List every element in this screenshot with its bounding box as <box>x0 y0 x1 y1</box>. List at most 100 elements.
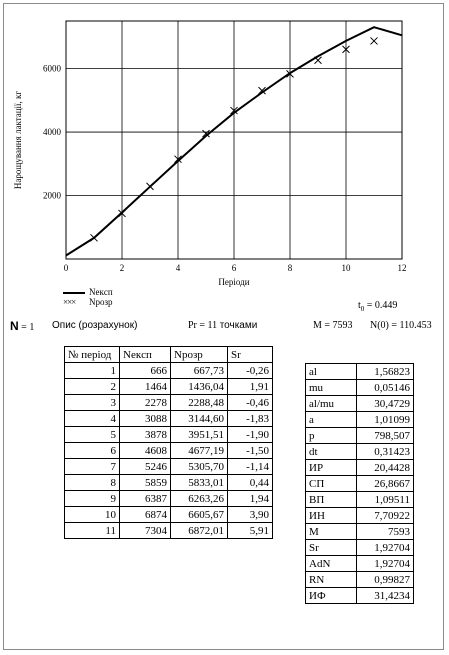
cell-nprozr: 2288,48 <box>170 394 228 411</box>
param-name: ВП <box>305 491 357 508</box>
cell-nekcp: 4608 <box>119 442 171 459</box>
header-sr: Sr <box>227 346 273 363</box>
param-row: dt 0,31423 <box>305 443 414 460</box>
param-name: СП <box>305 475 357 492</box>
cell-nekcp: 3088 <box>119 410 171 427</box>
table-row: 7 5246 5305,70 -1,14 <box>64 458 273 475</box>
y-tick-label: 2000 <box>43 191 62 201</box>
param-name: M <box>305 523 357 540</box>
cell-sr: 1,94 <box>227 490 273 507</box>
param-name: ИН <box>305 507 357 524</box>
param-value: 20,4428 <box>356 459 414 476</box>
param-name: AdN <box>305 555 357 572</box>
cell-nprozr: 6605,67 <box>170 506 228 523</box>
y-tick-label: 4000 <box>43 127 62 137</box>
param-name: a <box>305 411 357 428</box>
cell-nprozr: 5305,70 <box>170 458 228 475</box>
legend-item-nprozr: ××× Nрозр <box>63 297 113 307</box>
cell-nekcp: 5859 <box>119 474 171 491</box>
cell-period: 10 <box>64 506 120 523</box>
x-tick-label: 0 <box>64 263 69 273</box>
lactation-chart: 2000 4000 6000 0 2 4 6 8 10 12 Нарощування лакта… <box>13 20 407 287</box>
cell-period: 9 <box>64 490 120 507</box>
cell-nekcp: 5246 <box>119 458 171 475</box>
data-point-nprozr <box>90 233 98 242</box>
series-line-nekcp <box>65 26 403 257</box>
param-row: Sr 1,92704 <box>305 539 414 556</box>
cell-period: 3 <box>64 394 120 411</box>
cell-period: 11 <box>64 522 120 539</box>
param-name: p <box>305 427 357 444</box>
table-row: 2 1464 1436,04 1,91 <box>64 378 273 395</box>
cell-nekcp: 7304 <box>119 522 171 539</box>
y-tick-label: 6000 <box>43 64 62 74</box>
table-row: 3 2278 2288,48 -0,46 <box>64 394 273 411</box>
cell-nprozr: 4677,19 <box>170 442 228 459</box>
header-nprozr: Nрозр <box>170 346 228 363</box>
cell-sr: 1,91 <box>227 378 273 395</box>
periods-table: № період Nекcп Nрозр Sr 1 666 667,73 -0,26 2… <box>64 346 273 539</box>
cell-period: 1 <box>64 362 120 379</box>
param-value: 0,99827 <box>356 571 414 588</box>
cell-sr: -0,46 <box>227 394 273 411</box>
n0-readout: N(0) = 110.453 <box>370 320 432 331</box>
param-name: mu <box>305 379 357 396</box>
param-row: СП 26,8667 <box>305 475 414 492</box>
data-point-nprozr <box>342 45 350 54</box>
param-row: ИН 7,70922 <box>305 507 414 524</box>
legend-marker-cross-icon: ××× <box>63 297 76 307</box>
cell-sr: -1,14 <box>227 458 273 475</box>
legend-item-nekcp: Nекcп <box>63 287 113 297</box>
table-row: 10 6874 6605,67 3,90 <box>64 506 273 523</box>
cell-nprozr: 1436,04 <box>170 378 228 395</box>
cell-nekcp: 1464 <box>119 378 171 395</box>
cell-period: 2 <box>64 378 120 395</box>
cell-nprozr: 667,73 <box>170 362 228 379</box>
data-point-nprozr <box>174 155 182 164</box>
cell-period: 7 <box>64 458 120 475</box>
param-row: AdN 1,92704 <box>305 555 414 572</box>
param-value: 7,70922 <box>356 507 414 524</box>
cell-sr: 5,91 <box>227 522 273 539</box>
param-value: 1,09511 <box>356 491 414 508</box>
param-value: 0,05146 <box>356 379 414 396</box>
data-point-nprozr <box>314 56 322 65</box>
y-axis-label: Нарощування лактації, кг <box>13 91 23 190</box>
cell-sr: 3,90 <box>227 506 273 523</box>
table-row: 11 7304 6872,01 5,91 <box>64 522 273 539</box>
table-header-row: № період Nекcп Nрозр Sr <box>64 346 273 363</box>
table-row: 4 3088 3144,60 -1,83 <box>64 410 273 427</box>
param-row: a 1,01099 <box>305 411 414 428</box>
table-row: 9 6387 6263,26 1,94 <box>64 490 273 507</box>
table-row: 5 3878 3951,51 -1,90 <box>64 426 273 443</box>
param-row: al/mu 30,4729 <box>305 395 414 412</box>
cell-sr: 0,44 <box>227 474 273 491</box>
data-point-nprozr <box>286 70 294 78</box>
cell-nekcp: 3878 <box>119 426 171 443</box>
pr-readout: Pr = 11 точками <box>188 320 258 331</box>
cell-period: 5 <box>64 426 120 443</box>
chart-legend: Nекcп ××× Nрозр <box>63 287 113 307</box>
x-tick-label: 4 <box>176 263 181 273</box>
param-value: 798,507 <box>356 427 414 444</box>
cell-sr: -0,26 <box>227 362 273 379</box>
param-value: 1,92704 <box>356 555 414 572</box>
cell-sr: -1,83 <box>227 410 273 427</box>
cell-nprozr: 5833,01 <box>170 474 228 491</box>
param-name: ИФ <box>305 587 357 604</box>
x-axis-label: Періоди <box>218 277 249 287</box>
param-value: 7593 <box>356 523 414 540</box>
x-tick-label: 10 <box>342 263 352 273</box>
param-value: 1,92704 <box>356 539 414 556</box>
data-point-nprozr <box>202 129 210 138</box>
summary-line: N = 1 <box>10 319 35 333</box>
cell-nprozr: 3951,51 <box>170 426 228 443</box>
x-tick-label: 2 <box>120 263 125 273</box>
cell-nekcp: 2278 <box>119 394 171 411</box>
sheet-frame <box>3 3 444 650</box>
param-row: ИФ 31,4234 <box>305 587 414 604</box>
table-row: 8 5859 5833,01 0,44 <box>64 474 273 491</box>
param-value: 26,8667 <box>356 475 414 492</box>
data-point-nprozr <box>230 106 238 115</box>
x-tick-label: 8 <box>288 263 293 273</box>
